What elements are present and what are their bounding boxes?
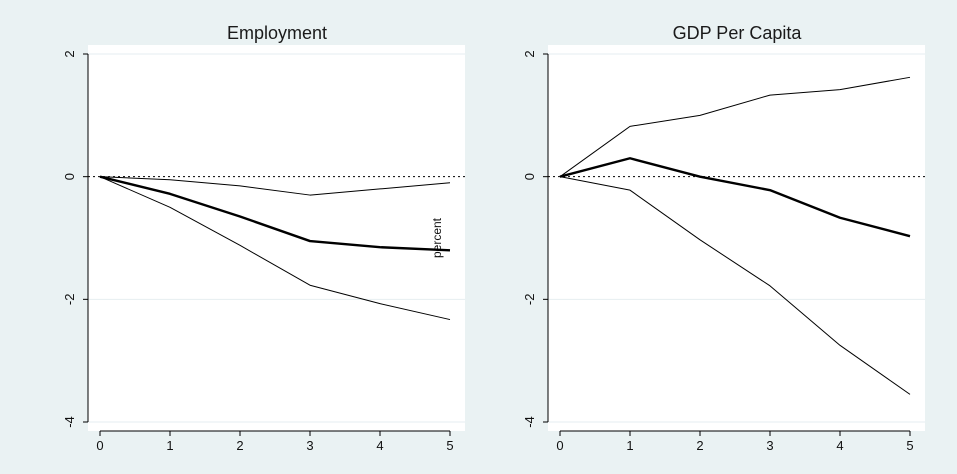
gdp-per-capita-plot-area [548, 45, 925, 431]
employment-x-tick-label: 1 [166, 438, 173, 453]
gdp-per-capita-y-tick-label: -4 [522, 416, 537, 428]
gdp-per-capita-y-tick-label: 0 [522, 173, 537, 180]
gdp-per-capita-title: GDP Per Capita [673, 23, 803, 43]
employment-x-tick-label: 0 [96, 438, 103, 453]
employment-y-tick-label: -4 [62, 416, 77, 428]
gdp-per-capita-x-tick-label: 1 [626, 438, 633, 453]
employment-y-tick-label: -2 [62, 294, 77, 306]
gdp-per-capita-x-tick-label: 2 [696, 438, 703, 453]
employment-percent-annotation: percent [430, 217, 444, 258]
employment-plot-area [88, 45, 465, 431]
gdp-per-capita-y-tick-label: -2 [522, 294, 537, 306]
gdp-per-capita-x-tick-label: 0 [556, 438, 563, 453]
employment-x-tick-label: 5 [446, 438, 453, 453]
gdp-per-capita-panel: GDP Per Capita -4 -2 0 2 0 1 2 3 4 5 [522, 23, 925, 453]
gdp-per-capita-x-tick-label: 5 [906, 438, 913, 453]
gdp-per-capita-x-tick-label: 4 [836, 438, 843, 453]
employment-x-tick-label: 2 [236, 438, 243, 453]
employment-y-tick-label: 0 [62, 173, 77, 180]
employment-x-tick-label: 4 [376, 438, 383, 453]
gdp-per-capita-y-tick-label: 2 [522, 50, 537, 57]
employment-y-tick-label: 2 [62, 50, 77, 57]
gdp-per-capita-x-tick-label: 3 [766, 438, 773, 453]
employment-panel: Employment percent -4 -2 0 2 0 1 2 3 4 5 [62, 23, 465, 453]
employment-x-tick-label: 3 [306, 438, 313, 453]
employment-title: Employment [227, 23, 327, 43]
